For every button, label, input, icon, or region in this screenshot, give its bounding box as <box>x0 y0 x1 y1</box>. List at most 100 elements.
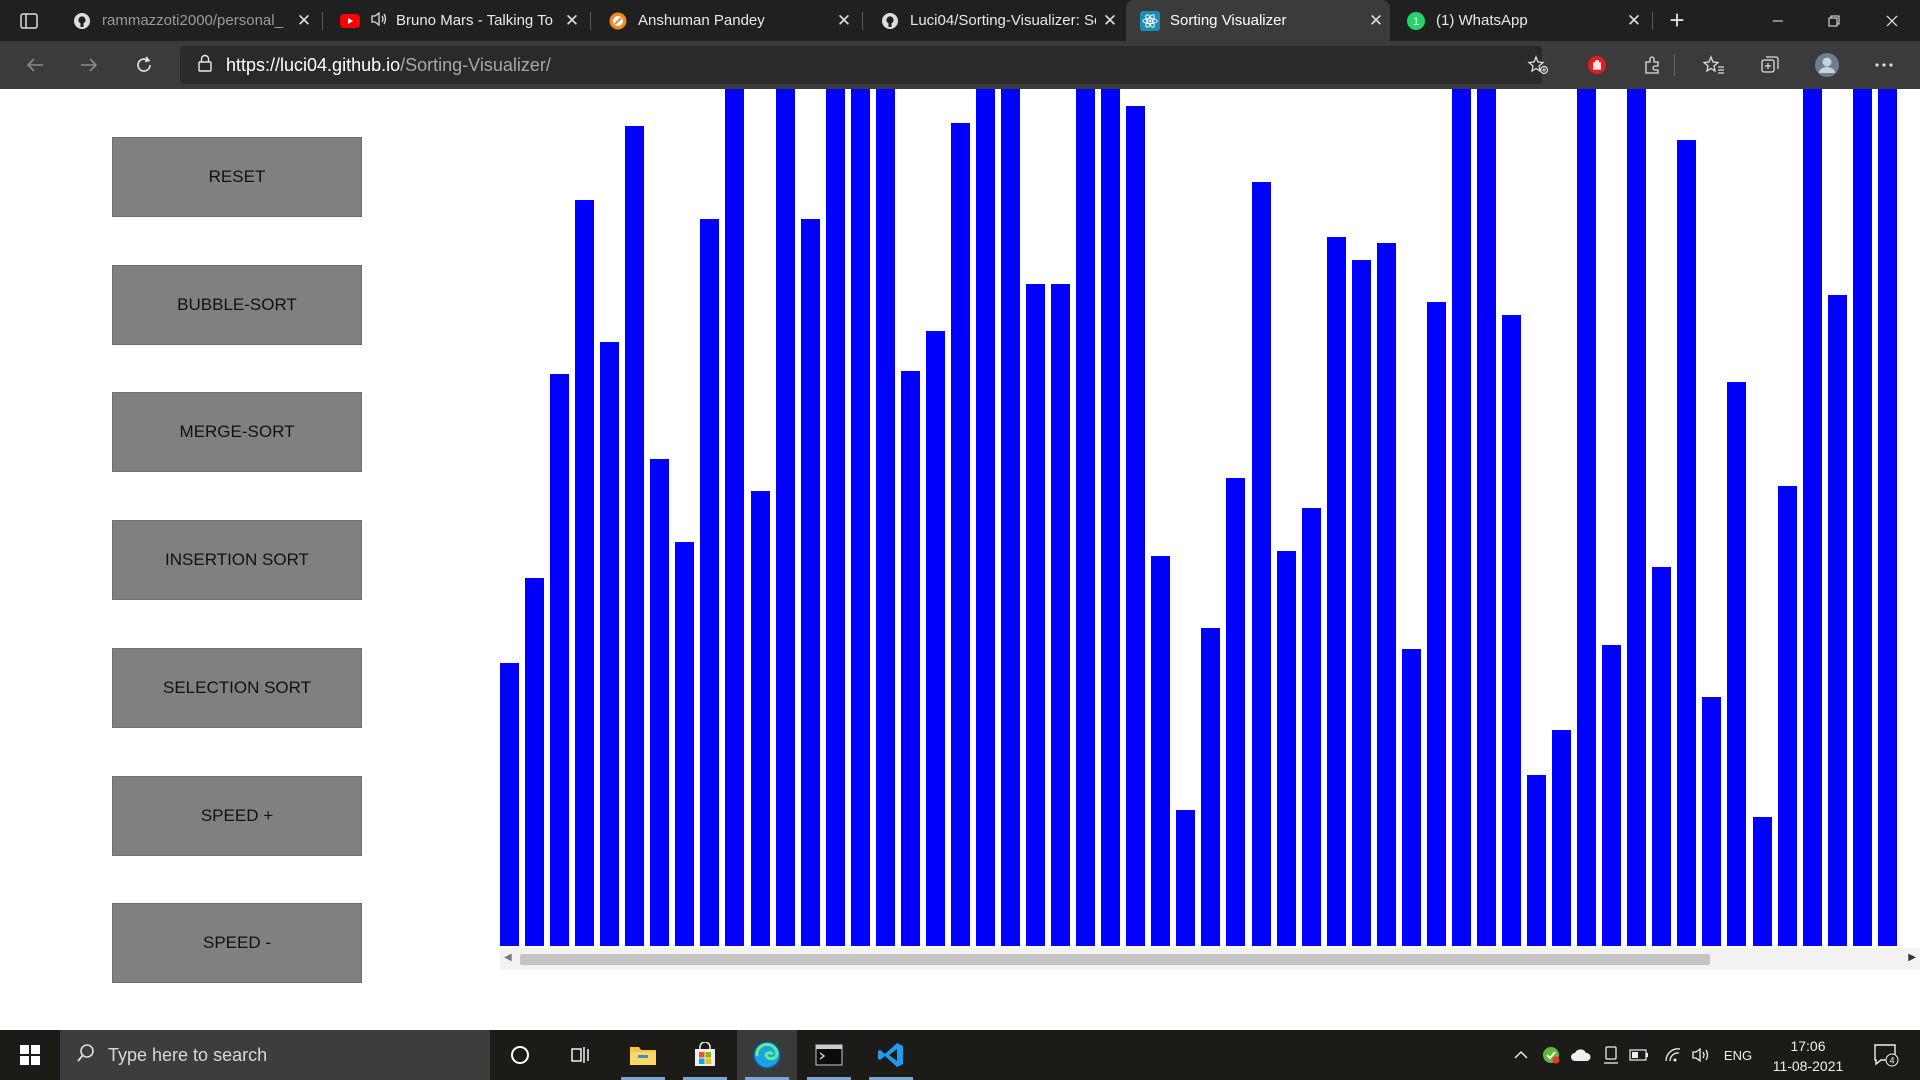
language-indicator[interactable]: ENG <box>1723 1047 1753 1063</box>
more-options-icon[interactable] <box>1867 49 1901 81</box>
tab-github-repo[interactable]: Luci04/Sorting-Visualizer: So ✕ <box>866 0 1124 41</box>
back-icon[interactable] <box>18 49 52 81</box>
add-favorite-icon[interactable] <box>1521 49 1555 81</box>
tab-title: Sorting Visualizer <box>1170 12 1287 29</box>
array-bar <box>1226 478 1245 946</box>
speaker-icon[interactable] <box>370 11 388 31</box>
array-bar <box>1051 284 1070 946</box>
array-bar <box>976 89 995 946</box>
tab-title: (1) WhatsApp <box>1436 12 1528 29</box>
lock-icon[interactable] <box>198 54 212 77</box>
close-icon[interactable]: ✕ <box>1368 10 1384 30</box>
vscode-icon[interactable] <box>861 1030 921 1080</box>
scroll-right-icon[interactable]: ▶ <box>1908 952 1916 963</box>
tab-anshuman-pandey[interactable]: Anshuman Pandey ✕ <box>594 0 858 41</box>
tab-actions-icon[interactable] <box>14 8 44 34</box>
tab-divider <box>1652 12 1653 30</box>
array-bar <box>1026 284 1045 946</box>
array-bar <box>751 491 770 946</box>
tab-title: rammazzoti2000/personal_ <box>102 12 283 29</box>
array-bar <box>550 374 569 946</box>
file-explorer-icon[interactable] <box>613 1030 673 1080</box>
taskbar-search-box[interactable]: Type here to search <box>60 1030 490 1080</box>
speed-up-button[interactable]: SPEED + <box>112 776 362 856</box>
array-bar <box>1427 302 1446 946</box>
speed-down-button[interactable]: SPEED - <box>112 903 362 983</box>
array-bar <box>1853 89 1872 946</box>
tab-youtube[interactable]: Bruno Mars - Talking To ✕ <box>326 0 586 41</box>
onedrive-icon[interactable] <box>1568 1030 1594 1080</box>
notification-count: 4 <box>1889 1056 1894 1066</box>
cortana-icon[interactable] <box>490 1030 550 1080</box>
edge-browser-icon[interactable] <box>737 1030 797 1080</box>
minimize-icon[interactable] <box>1750 0 1806 41</box>
adblock-extension-icon[interactable] <box>1580 49 1614 81</box>
merge-sort-button[interactable]: MERGE-SORT <box>112 392 362 472</box>
array-bar <box>725 89 744 946</box>
wifi-icon[interactable] <box>1660 1030 1686 1080</box>
youtube-icon <box>340 11 360 31</box>
close-icon[interactable]: ✕ <box>296 10 312 30</box>
close-icon[interactable]: ✕ <box>1626 10 1642 30</box>
github-icon <box>880 11 900 31</box>
tab-whatsapp[interactable]: 1 (1) WhatsApp ✕ <box>1392 0 1648 41</box>
close-icon[interactable]: ✕ <box>564 10 580 30</box>
restore-icon[interactable] <box>1806 0 1862 41</box>
notification-center-icon[interactable]: 4 <box>1866 1030 1906 1080</box>
windows-taskbar: Type here to search ENG 17:06 11-08-2021… <box>0 1030 1920 1080</box>
show-hidden-icons[interactable] <box>1508 1030 1534 1080</box>
taskbar-clock[interactable]: 17:06 11-08-2021 <box>1758 1036 1858 1076</box>
array-bar <box>1878 89 1897 946</box>
array-bar <box>1252 182 1271 946</box>
scrollbar-thumb[interactable] <box>520 954 1710 965</box>
array-bar <box>1327 237 1346 946</box>
array-bar <box>1201 628 1220 946</box>
array-bar <box>1602 645 1621 946</box>
selection-sort-button[interactable]: SELECTION SORT <box>112 648 362 728</box>
horizontal-scrollbar[interactable]: ◀ ▶ <box>500 948 1920 970</box>
refresh-icon[interactable] <box>127 49 161 81</box>
tab-sorting-visualizer[interactable]: Sorting Visualizer ✕ <box>1126 0 1390 41</box>
terminal-icon[interactable] <box>799 1030 859 1080</box>
array-bar <box>625 126 644 946</box>
windows-start-icon[interactable] <box>0 1030 60 1080</box>
array-bar <box>1176 810 1195 946</box>
microsoft-store-icon[interactable] <box>675 1030 735 1080</box>
close-icon[interactable]: ✕ <box>1102 10 1118 30</box>
tab-github-personal[interactable]: rammazzoti2000/personal_ ✕ <box>58 0 318 41</box>
tab-divider <box>590 12 591 30</box>
tab-title: Luci04/Sorting-Visualizer: So <box>910 12 1096 29</box>
collections-icon[interactable] <box>1753 49 1787 81</box>
array-bar <box>1452 89 1471 946</box>
array-bar <box>1552 730 1571 946</box>
new-tab-icon[interactable]: + <box>1669 5 1685 35</box>
url-host: https://luci04.github.io <box>226 54 401 75</box>
security-tray-icon[interactable] <box>1538 1030 1564 1080</box>
device-tray-icon[interactable] <box>1598 1030 1624 1080</box>
reset-button[interactable]: RESET <box>112 137 362 217</box>
close-icon[interactable]: ✕ <box>836 10 852 30</box>
array-bar <box>500 663 519 946</box>
scroll-left-icon[interactable]: ◀ <box>504 952 512 963</box>
array-bar <box>851 89 870 946</box>
tab-divider <box>862 12 863 30</box>
task-view-icon[interactable] <box>550 1030 610 1080</box>
window-close-icon[interactable] <box>1864 0 1920 41</box>
array-bar <box>1803 89 1822 946</box>
array-bar <box>1828 295 1847 946</box>
bubble-sort-button[interactable]: BUBBLE-SORT <box>112 265 362 345</box>
array-bar <box>1627 89 1646 946</box>
insertion-sort-button[interactable]: INSERTION SORT <box>112 520 362 600</box>
favorites-icon[interactable] <box>1697 49 1731 81</box>
clock-time: 17:06 <box>1790 1038 1826 1054</box>
volume-icon[interactable] <box>1688 1030 1714 1080</box>
profile-avatar[interactable] <box>1810 49 1844 81</box>
battery-icon[interactable] <box>1626 1030 1652 1080</box>
page-content: RESET BUBBLE-SORT MERGE-SORT INSERTION S… <box>0 89 1920 1030</box>
url-path: /Sorting-Visualizer/ <box>400 54 551 75</box>
tab-divider <box>322 12 323 30</box>
extensions-icon[interactable] <box>1635 49 1669 81</box>
array-bar <box>776 89 795 946</box>
address-bar[interactable]: https://luci04.github.io/Sorting-Visuali… <box>180 46 1542 84</box>
forward-icon[interactable] <box>72 49 106 81</box>
